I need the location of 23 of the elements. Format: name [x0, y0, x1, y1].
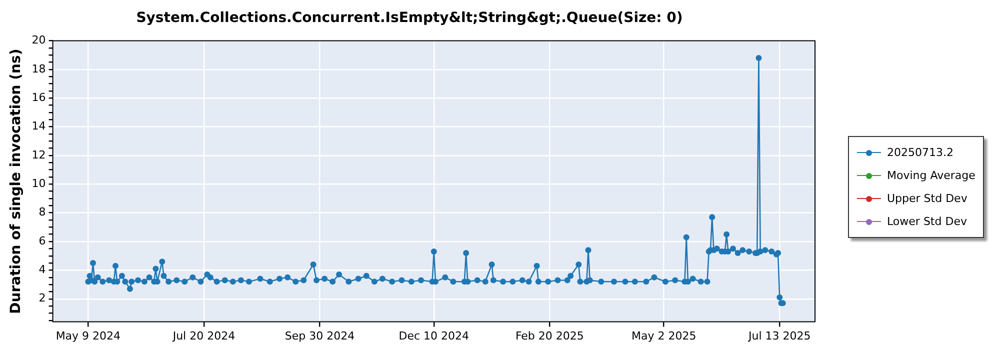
chart-title: System.Collections.Concurrent.IsEmpty&lt;String&gt;.Queue(Size: 0): [136, 10, 683, 26]
y-tick-label: 2: [38, 292, 46, 305]
y-tick-label: 14: [32, 120, 46, 133]
x-tick-label: May 2 2025: [631, 329, 696, 342]
y-tick-label: 4: [38, 263, 46, 276]
legend-label: Upper Std Dev: [887, 192, 968, 205]
y-axis-title: Duration of single invocation (ns): [8, 48, 24, 314]
x-tick-label: Jul 20 2024: [172, 329, 236, 342]
y-tick-label: 6: [38, 234, 46, 248]
x-tick-label: Sep 30 2024: [284, 329, 355, 342]
y-tick-label: 16: [32, 91, 46, 104]
x-tick-label: Dec 10 2024: [398, 329, 470, 342]
y-tick-label: 10: [32, 177, 46, 190]
x-tick-label: Feb 20 2025: [515, 329, 584, 342]
x-tick-label: May 9 2024: [56, 329, 121, 342]
legend-label: Lower Std Dev: [887, 215, 967, 228]
y-tick-label: 12: [32, 148, 46, 162]
x-tick-label: Jul 13 2025: [747, 329, 811, 342]
legend-label: Moving Average: [887, 169, 976, 182]
y-tick-label: 18: [32, 62, 46, 76]
y-tick-label: 8: [38, 206, 46, 219]
legend-label: 20250713.2: [887, 146, 954, 159]
y-tick-label: 20: [32, 34, 46, 47]
